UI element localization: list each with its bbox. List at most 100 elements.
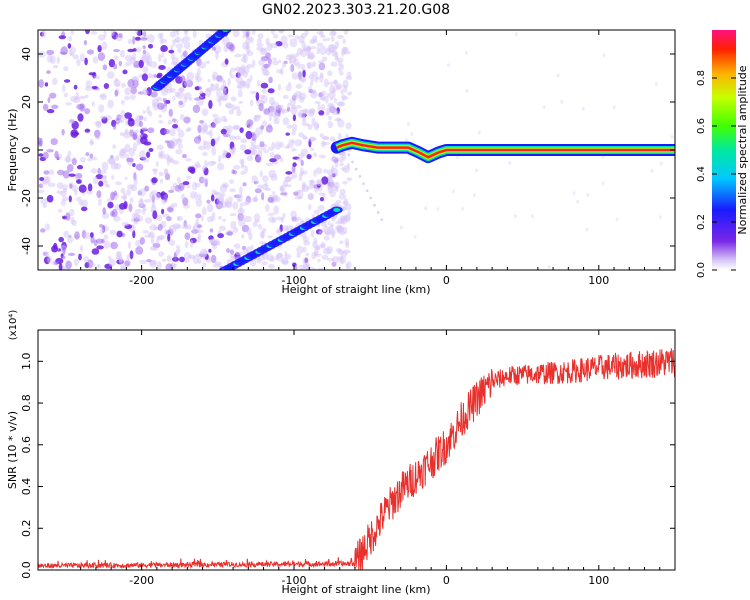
noise-blob — [212, 263, 221, 268]
noise-blob — [106, 71, 115, 79]
noise-blob — [658, 215, 662, 220]
noise-blob — [120, 187, 126, 194]
noise-blob — [167, 207, 174, 213]
noise-blob — [270, 101, 279, 109]
noise-blob — [174, 91, 181, 98]
noise-blob — [229, 70, 233, 77]
noise-blob — [93, 75, 101, 80]
noise-blob — [277, 83, 282, 91]
noise-blob — [142, 208, 146, 216]
snr-plot-area — [38, 330, 675, 570]
noise-blob — [260, 147, 267, 151]
noise-blob — [210, 215, 216, 222]
noise-blob — [298, 132, 305, 138]
noise-blob — [323, 235, 330, 241]
noise-blob — [280, 259, 289, 265]
noise-blob — [338, 230, 346, 236]
noise-blob — [232, 170, 238, 175]
noise-blob — [279, 185, 284, 194]
noise-blob — [118, 60, 123, 67]
noise-blob — [212, 243, 217, 250]
noise-blob — [267, 212, 275, 216]
noise-blob — [318, 230, 323, 236]
noise-blob — [54, 150, 59, 159]
noise-blob — [221, 115, 227, 123]
noise-blob — [185, 158, 192, 162]
noise-blob — [212, 74, 217, 82]
noise-blob — [119, 132, 125, 137]
noise-blob — [315, 123, 320, 129]
noise-blob — [134, 208, 142, 214]
noise-blob — [315, 179, 323, 186]
noise-blob — [95, 238, 104, 244]
noise-blob — [342, 38, 347, 44]
noise-blob — [38, 189, 45, 193]
noise-blob — [342, 180, 348, 185]
noise-blob — [101, 238, 105, 244]
noise-blob — [122, 69, 128, 75]
noise-blob — [67, 252, 76, 256]
noise-blob — [153, 247, 158, 251]
noise-blob — [47, 256, 52, 264]
y-tick-label: -40 — [20, 237, 33, 255]
noise-blob — [202, 151, 208, 157]
noise-blob — [91, 248, 100, 255]
noise-blob — [208, 238, 217, 244]
noise-blob — [47, 182, 56, 187]
noise-blob — [338, 193, 346, 200]
noise-blob — [313, 209, 320, 215]
noise-blob — [46, 149, 54, 153]
figure-title: GN02.2023.303.21.20.G08 — [262, 2, 450, 18]
noise-blob — [602, 53, 606, 58]
noise-blob — [239, 127, 244, 133]
noise-blob — [196, 138, 201, 145]
noise-blob — [226, 128, 230, 134]
noise-blob — [162, 98, 167, 103]
noise-blob — [447, 63, 450, 68]
noise-blob — [48, 169, 55, 175]
noise-blob — [337, 132, 342, 141]
noise-blob — [231, 146, 236, 156]
noise-blob — [210, 194, 215, 202]
noise-blob — [319, 72, 324, 79]
noise-blob — [142, 30, 147, 34]
noise-blob — [141, 89, 149, 96]
noise-blob — [328, 115, 333, 121]
noise-blob — [192, 226, 196, 235]
noise-blob — [253, 213, 261, 222]
noise-blob — [243, 54, 248, 64]
noise-blob — [195, 218, 200, 226]
noise-blob — [78, 200, 84, 206]
noise-blob — [334, 117, 341, 122]
noise-blob — [217, 230, 222, 234]
noise-blob — [206, 199, 211, 204]
noise-blob — [179, 114, 185, 121]
noise-blob — [128, 203, 133, 212]
noise-blob — [124, 176, 128, 180]
noise-blob — [264, 187, 271, 192]
noise-blob — [265, 37, 270, 46]
noise-blob — [202, 262, 207, 268]
noise-blob — [201, 108, 209, 117]
noise-blob — [138, 59, 144, 69]
noise-blob — [192, 30, 197, 39]
noise-blob — [66, 164, 74, 172]
noise-blob — [50, 138, 58, 146]
noise-blob — [183, 41, 191, 50]
colorbar-gradient — [712, 30, 736, 270]
noise-blob — [327, 70, 333, 77]
noise-blob — [464, 50, 468, 55]
noise-blob — [212, 113, 218, 118]
noise-blob — [259, 141, 265, 148]
noise-blob — [133, 213, 141, 220]
noise-blob — [113, 216, 121, 222]
noise-blob — [650, 168, 654, 173]
noise-blob — [96, 245, 104, 250]
noise-blob — [76, 165, 84, 170]
noise-blob — [556, 73, 560, 78]
noise-blob — [121, 222, 130, 227]
noise-blob — [300, 63, 306, 71]
noise-blob — [107, 201, 114, 209]
colorbar-ticks: 0.0 0.2 0.4 0.6 0.8 — [696, 70, 736, 278]
noise-blob — [153, 192, 161, 200]
